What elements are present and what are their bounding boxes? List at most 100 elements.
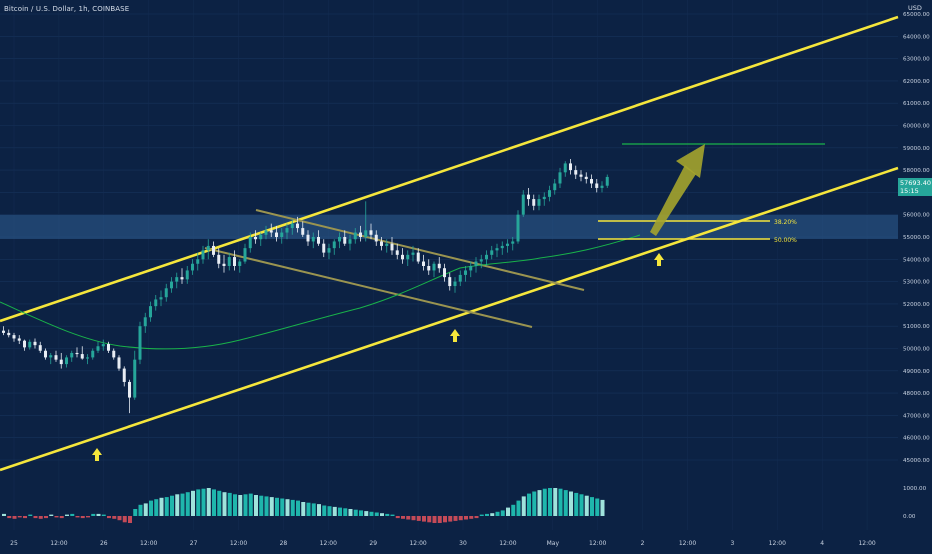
- volume-bar: [185, 492, 190, 516]
- volume-bar: [311, 503, 316, 516]
- price-tick-label: 45000.00: [903, 458, 930, 464]
- candle-body: [600, 185, 604, 188]
- flag-upper-line: [255, 209, 585, 291]
- candle-body: [138, 326, 142, 360]
- price-tick-label: 47000.00: [903, 413, 930, 419]
- candle-body: [563, 163, 567, 173]
- time-tick-label: 12:00: [409, 540, 426, 547]
- candle-body: [180, 277, 184, 280]
- volume-bar: [23, 516, 27, 519]
- volume-bar: [212, 489, 216, 516]
- candle-body: [532, 199, 536, 206]
- support-arrow-icon: [450, 329, 460, 342]
- candle-body: [185, 270, 189, 280]
- candle-body: [437, 263, 441, 269]
- price-tick-label: 60000.00: [903, 124, 930, 130]
- fib-level-500-label: 50.00%: [774, 237, 797, 244]
- volume-bar: [353, 509, 358, 516]
- time-axis: 25 12:00 26 12:00 27 12:00 28 12:00 29 12:00 30 12:…: [10, 540, 876, 547]
- candle-body: [416, 252, 420, 262]
- candle-body: [101, 344, 105, 347]
- price-tick-label: 46000.00: [903, 436, 930, 442]
- volume-bar: [49, 514, 54, 516]
- candle-body: [332, 241, 336, 249]
- candle-body: [117, 357, 121, 369]
- time-tick-label: 25: [10, 540, 18, 547]
- volume-bar: [80, 516, 85, 519]
- volume-bar: [59, 516, 64, 519]
- volume-bar: [395, 516, 400, 519]
- volume-bar: [521, 496, 526, 516]
- volume-bar: [600, 499, 605, 516]
- volume-bar: [222, 492, 227, 516]
- volume-bar: [464, 516, 468, 520]
- volume-bar: [86, 516, 90, 518]
- volume-bar: [411, 516, 416, 521]
- currency-label: USD: [908, 4, 922, 12]
- time-tick-label: 4: [820, 540, 824, 547]
- volume-bar: [275, 497, 279, 516]
- volume-bar: [112, 516, 117, 519]
- volume-bar: [28, 514, 33, 516]
- volume-bar: [138, 504, 143, 516]
- candle-body: [23, 340, 26, 348]
- candle-body: [59, 359, 63, 365]
- candles: [2, 158, 609, 414]
- volume-bar: [364, 511, 369, 516]
- candle-body: [196, 259, 200, 264]
- candle-body: [411, 252, 415, 255]
- candle-body: [369, 230, 373, 235]
- price-tick-label: 50000.00: [903, 347, 930, 353]
- grid: [0, 0, 898, 530]
- price-tick-label: 56000.00: [903, 213, 930, 219]
- candle-body: [164, 288, 168, 298]
- bar-countdown: 15:15: [900, 187, 919, 195]
- volume-bar: [495, 511, 500, 516]
- candle-body: [80, 354, 84, 359]
- candle-body: [558, 172, 562, 184]
- candle-body: [243, 248, 247, 262]
- volume-bar: [458, 516, 463, 521]
- price-tick-label: 62000.00: [903, 79, 930, 85]
- volume-bar: [385, 513, 390, 516]
- volume-bar: [269, 497, 274, 516]
- volume-bar: [422, 516, 426, 522]
- candle-body: [500, 245, 504, 249]
- candle-body: [338, 237, 341, 242]
- candle-body: [38, 345, 42, 351]
- volume-bar: [296, 500, 300, 516]
- candle-body: [107, 344, 110, 351]
- volume-bar: [527, 493, 531, 516]
- candle-body: [595, 183, 599, 188]
- candle-body: [54, 355, 58, 360]
- last-price-value: 57693.40: [900, 179, 932, 187]
- candle-body: [65, 357, 68, 365]
- candle-body: [264, 230, 268, 235]
- support-arrow-icon: [654, 253, 664, 266]
- volume-bar: [233, 494, 237, 516]
- candle-body: [516, 214, 520, 242]
- candle-body: [343, 237, 347, 244]
- candle-body: [259, 234, 263, 240]
- volume-bar: [54, 516, 59, 518]
- volume-bar: [595, 498, 600, 516]
- candle-body: [227, 257, 231, 266]
- volume-bar: [17, 516, 22, 518]
- candle-body: [395, 250, 399, 255]
- time-tick-label: 30: [459, 540, 467, 547]
- volume-bar: [474, 516, 479, 519]
- volume-bar: [122, 516, 127, 523]
- fib-level-382-label: 38.20%: [774, 219, 797, 226]
- candle-body: [317, 237, 320, 244]
- flag-lower-line: [204, 247, 533, 328]
- time-tick-label: 12:00: [589, 540, 606, 547]
- price-tick-label: 48000.00: [903, 391, 930, 397]
- last-price-tag: 57693.40 15:15: [898, 178, 932, 196]
- volume-bar: [65, 514, 69, 516]
- candle-body: [206, 245, 210, 251]
- chart-title: Bitcoin / U.S. Dollar, 1h, COINBASE: [4, 5, 130, 13]
- candle-body: [401, 254, 404, 260]
- volume-tick-label: 1000.00: [903, 486, 927, 492]
